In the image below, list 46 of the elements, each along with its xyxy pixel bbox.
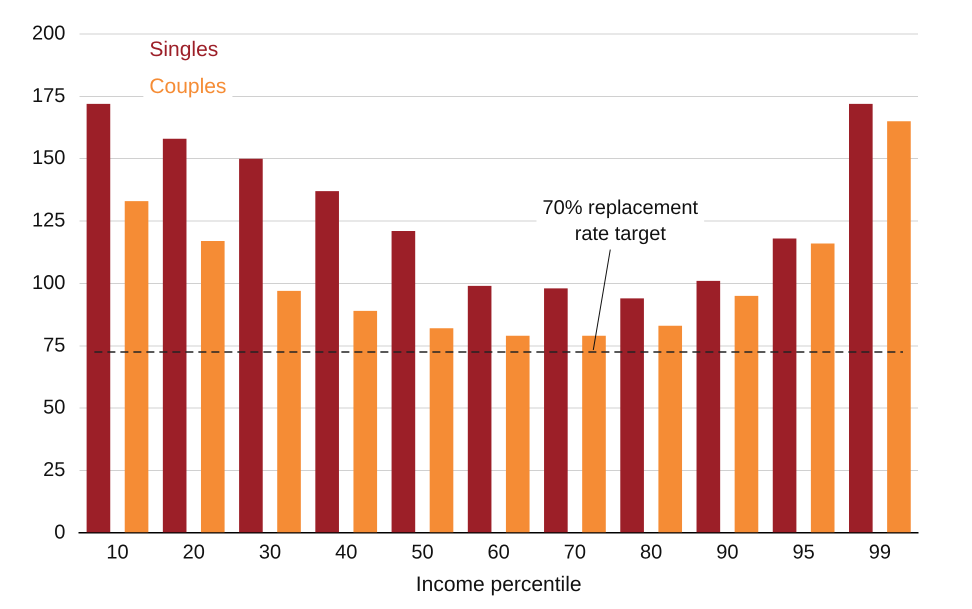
x-axis-title: Income percentile xyxy=(416,573,582,596)
x-tick-label: 60 xyxy=(488,541,510,564)
bar xyxy=(772,238,796,532)
x-tick-label: 80 xyxy=(640,541,662,564)
bar xyxy=(353,310,378,532)
bar xyxy=(544,288,568,532)
y-tick-label: 75 xyxy=(43,334,66,356)
x-tick-label: 20 xyxy=(182,541,205,564)
y-tick-label: 0 xyxy=(54,521,66,544)
bar xyxy=(239,158,263,532)
ref-line-label: 70% replacement rate target xyxy=(542,197,699,246)
y-tick-label: 200 xyxy=(32,22,66,45)
y-tick-label: 100 xyxy=(32,272,66,294)
x-tick-label: 70 xyxy=(564,541,586,564)
x-tick-label: 10 xyxy=(106,541,129,564)
bar xyxy=(86,104,110,532)
y-tick-label: 175 xyxy=(32,84,66,107)
bar xyxy=(620,298,644,532)
text: Singles xyxy=(149,38,218,61)
bar xyxy=(124,201,148,532)
bar xyxy=(430,328,454,532)
bar xyxy=(696,280,720,532)
bar xyxy=(200,241,225,532)
bar xyxy=(392,231,416,532)
bar xyxy=(849,104,873,532)
bar xyxy=(658,326,682,532)
x-tick-label: 30 xyxy=(258,541,282,564)
bar xyxy=(162,138,186,532)
x-tick-label: 50 xyxy=(411,541,434,564)
x-tick-label: 95 xyxy=(792,541,815,564)
bar xyxy=(810,243,835,532)
bar xyxy=(582,336,606,532)
y-tick-label: 150 xyxy=(32,147,66,170)
bar xyxy=(506,336,530,532)
y-tick-label: 25 xyxy=(43,458,66,481)
bar xyxy=(734,296,758,532)
x-tick-label: 99 xyxy=(868,541,892,564)
y-tick-label: 50 xyxy=(43,396,66,419)
bar xyxy=(887,121,911,532)
y-tick-label: 125 xyxy=(32,210,66,232)
bar xyxy=(315,191,339,532)
x-tick-label: 40 xyxy=(335,541,358,564)
x-tick-label: 90 xyxy=(716,541,739,564)
bar xyxy=(277,290,301,532)
bar xyxy=(468,286,492,532)
text: Couples xyxy=(149,74,226,98)
